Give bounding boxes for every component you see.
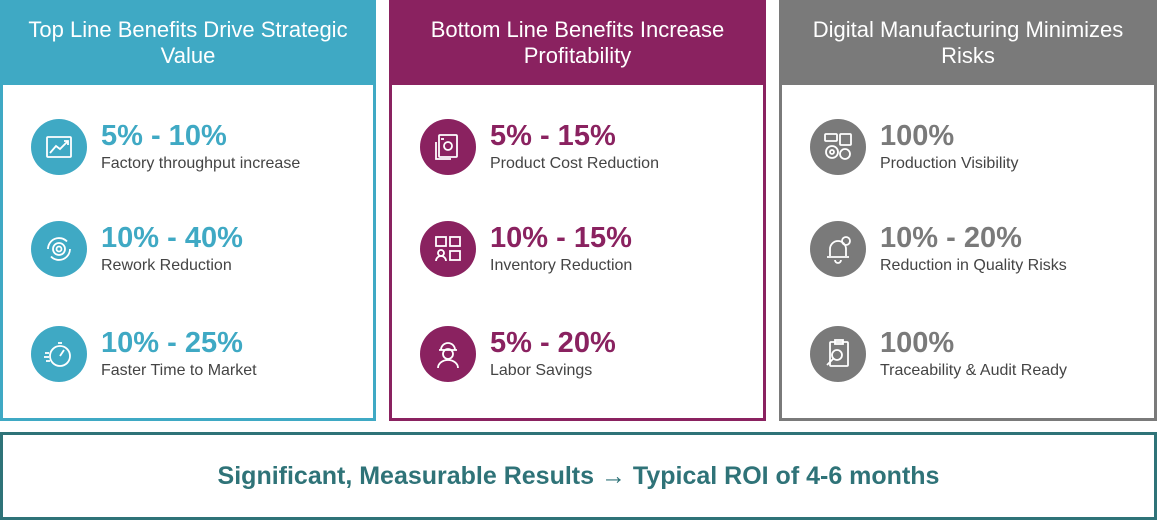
list-item: 5% - 15% Product Cost Reduction [420, 119, 659, 175]
metric-value: 10% - 40% [101, 222, 243, 254]
list-item: 10% - 25% Faster Time to Market [31, 326, 257, 382]
metric-value: 10% - 20% [880, 222, 1022, 254]
metric-value: 5% - 20% [490, 327, 616, 359]
metric-value: 100% [880, 327, 955, 359]
metric-value: 100% [880, 120, 955, 152]
stopwatch-icon [31, 326, 87, 382]
dashboard-icon [810, 119, 866, 175]
metric-description: Product Cost Reduction [490, 155, 659, 172]
metric-value: 5% - 15% [490, 120, 616, 152]
list-item: 10% - 40% Rework Reduction [31, 221, 243, 277]
panel-title: Top Line Benefits Drive Strategic Value [0, 0, 376, 85]
metric-description: Reduction in Quality Risks [880, 257, 1067, 274]
panel-risk: Digital Manufacturing Minimizes Risks 10… [779, 0, 1157, 421]
metric-description: Production Visibility [880, 155, 1019, 172]
metric-description: Inventory Reduction [490, 257, 633, 274]
metric-description: Traceability & Audit Ready [880, 362, 1068, 379]
list-item: 5% - 20% Labor Savings [420, 326, 616, 382]
metric-description: Rework Reduction [101, 257, 232, 274]
alarm-bell-icon [810, 221, 866, 277]
list-item: 10% - 20% Reduction in Quality Risks [810, 221, 1067, 277]
list-item: 10% - 15% Inventory Reduction [420, 221, 632, 277]
metric-description: Faster Time to Market [101, 362, 257, 379]
metric-description: Factory throughput increase [101, 155, 301, 172]
metric-value: 5% - 10% [101, 120, 227, 152]
panel-bottom-line: Bottom Line Benefits Increase Profitabil… [389, 0, 766, 421]
panel-title: Bottom Line Benefits Increase Profitabil… [389, 0, 766, 85]
list-item: 100% Traceability & Audit Ready [810, 326, 1067, 382]
metric-value: 10% - 15% [490, 222, 632, 254]
metric-value: 10% - 25% [101, 327, 243, 359]
summary-text: Significant, Measurable Results → Typica… [217, 461, 940, 490]
boxes-icon [420, 221, 476, 277]
worker-icon [420, 326, 476, 382]
clipboard-search-icon [810, 326, 866, 382]
panel-top-line: Top Line Benefits Drive Strategic Value … [0, 0, 376, 421]
metric-description: Labor Savings [490, 362, 593, 379]
money-icon [420, 119, 476, 175]
trend-chart-icon [31, 119, 87, 175]
summary-banner: Significant, Measurable Results → Typica… [0, 432, 1157, 520]
list-item: 5% - 10% Factory throughput increase [31, 119, 300, 175]
gear-cycle-icon [31, 221, 87, 277]
panel-title: Digital Manufacturing Minimizes Risks [779, 0, 1157, 85]
list-item: 100% Production Visibility [810, 119, 1018, 175]
